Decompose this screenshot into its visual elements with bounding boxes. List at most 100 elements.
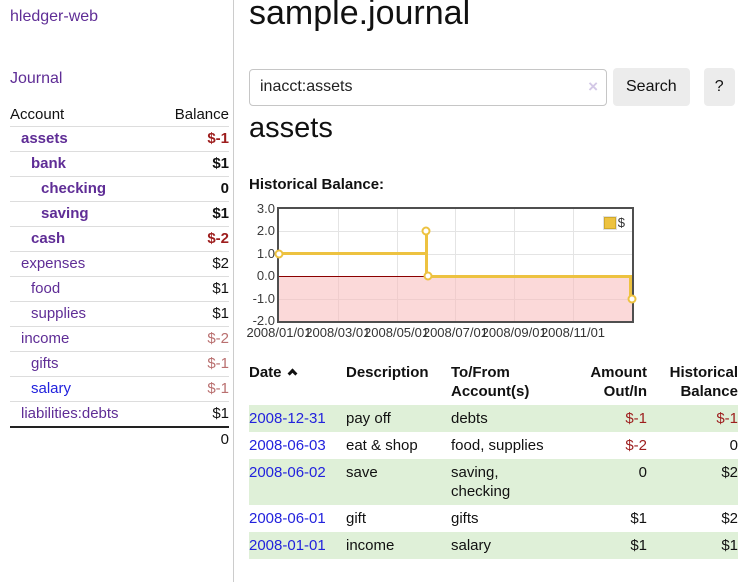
- sidebar: hledger-web Journal Account Balance asse…: [0, 0, 234, 582]
- accounts-table-header: Account Balance: [10, 102, 229, 127]
- account-link-expenses[interactable]: expenses: [21, 255, 86, 272]
- account-row: assets $-1: [10, 126, 229, 152]
- register-row: 2008-06-02 save saving, checking 0 $2: [249, 459, 738, 505]
- account-row: supplies $1: [10, 301, 229, 327]
- accounts-total-row: 0: [10, 426, 229, 452]
- account-link-checking[interactable]: checking: [41, 180, 107, 197]
- account-row: liabilities:debts $1: [10, 401, 229, 428]
- page-title: sample.journal: [249, 0, 471, 32]
- account-row: saving $1: [10, 201, 229, 227]
- series-line: [629, 274, 632, 301]
- chart-legend: $: [601, 214, 627, 231]
- series-legend-label: $: [617, 215, 625, 230]
- account-row: salary $-1: [10, 376, 229, 402]
- y-axis-tick: -2.0: [252, 313, 275, 328]
- account-link-assets[interactable]: assets: [21, 130, 68, 147]
- transaction-date-link[interactable]: 2008-06-03: [249, 437, 326, 454]
- transaction-accounts: salary: [451, 537, 492, 554]
- account-link-bank[interactable]: bank: [31, 155, 67, 172]
- app-brand-link[interactable]: hledger-web: [10, 8, 99, 25]
- transaction-balance: $2: [721, 464, 738, 481]
- account-balance: 0: [220, 180, 229, 197]
- series-line: [424, 229, 428, 278]
- y-axis-tick: 1.0: [256, 245, 275, 261]
- transaction-balance: $1: [721, 537, 738, 554]
- account-balance: $2: [212, 255, 229, 272]
- transaction-date-link[interactable]: 2008-12-31: [249, 410, 326, 427]
- account-balance: $-1: [207, 130, 229, 147]
- accounts-total-value: 0: [156, 426, 229, 452]
- y-axis-tick: 0.0: [256, 268, 275, 284]
- transaction-accounts: saving, checking: [451, 464, 511, 500]
- transaction-amount: 0: [638, 464, 647, 481]
- transaction-accounts: debts: [451, 410, 488, 427]
- account-balance: $1: [212, 205, 229, 222]
- main-content: sample.journal × Search ? assets Histori…: [246, 0, 742, 582]
- register-header-row: Date Description To/From Account(s) Amou…: [249, 360, 738, 405]
- account-balance: $1: [212, 305, 229, 322]
- account-balance: $1: [212, 405, 229, 422]
- clear-search-icon[interactable]: ×: [588, 76, 598, 96]
- data-point-marker: [423, 271, 432, 281]
- balance-column-header: Balance: [174, 106, 229, 123]
- negative-region: [279, 276, 632, 321]
- data-point-marker: [421, 226, 431, 236]
- account-row: expenses $2: [10, 251, 229, 277]
- date-column-header[interactable]: Date: [249, 360, 346, 405]
- transaction-date-link[interactable]: 2008-01-01: [249, 537, 326, 554]
- transaction-description: eat & shop: [346, 437, 418, 454]
- register-row: 2008-06-01 gift gifts $1 $2: [249, 505, 738, 532]
- search-input[interactable]: [249, 68, 607, 106]
- register-row: 2008-12-31 pay off debts $-1 $-1: [249, 405, 738, 432]
- transaction-date-link[interactable]: 2008-06-01: [249, 510, 326, 527]
- account-link-salary[interactable]: salary: [31, 380, 72, 397]
- transaction-description: income: [346, 537, 395, 554]
- transaction-balance: 0: [729, 437, 738, 454]
- accounts-table: Account Balance assets $-1 bank $1 check…: [10, 102, 229, 452]
- description-column-header: Description: [346, 364, 429, 381]
- transaction-date-link[interactable]: 2008-06-02: [249, 464, 326, 481]
- account-row: food $1: [10, 276, 229, 302]
- transaction-description: save: [346, 464, 378, 481]
- account-link-food[interactable]: food: [31, 280, 61, 297]
- sort-asc-icon: [287, 368, 297, 379]
- y-axis-tick: 3.0: [256, 201, 275, 216]
- x-axis-tick: 2008/05/01: [364, 325, 430, 340]
- transaction-amount: $1: [630, 510, 647, 527]
- account-balance: $-1: [207, 355, 229, 372]
- account-balance: $1: [212, 155, 229, 172]
- series-line: [279, 252, 428, 256]
- search-button[interactable]: Search: [613, 68, 690, 106]
- transaction-amount: $-1: [625, 410, 647, 427]
- account-link-supplies[interactable]: supplies: [31, 305, 87, 322]
- series-line: [426, 274, 632, 278]
- transaction-balance: $-1: [716, 410, 738, 427]
- transaction-balance: $2: [721, 510, 738, 527]
- accounts-column-header: To/From Account(s): [451, 364, 530, 400]
- plot-area: $: [274, 207, 637, 323]
- account-balance: $-1: [207, 380, 229, 397]
- help-button[interactable]: ?: [703, 68, 735, 106]
- data-point-marker: [627, 294, 637, 304]
- account-heading: assets: [249, 112, 333, 144]
- transaction-amount: $-2: [625, 437, 647, 454]
- account-row: cash $-2: [10, 226, 229, 252]
- account-link-income[interactable]: income: [21, 330, 70, 347]
- transaction-amount: $1: [630, 537, 647, 554]
- account-row: checking 0: [10, 176, 229, 202]
- account-link-liabilities-debts[interactable]: liabilities:debts: [21, 405, 119, 422]
- account-link-cash[interactable]: cash: [31, 230, 66, 247]
- account-link-saving[interactable]: saving: [41, 205, 89, 222]
- balance-column-header: Historical Balance: [669, 364, 738, 400]
- x-axis-tick: 2008/11/01: [540, 325, 606, 340]
- account-link-gifts[interactable]: gifts: [31, 355, 59, 372]
- account-balance: $-2: [207, 330, 229, 347]
- y-axis-tick: -1.0: [252, 290, 275, 306]
- x-axis-tick: 2008/01/01: [246, 325, 312, 340]
- x-axis-tick: 2008/09/01: [481, 325, 547, 340]
- account-row: gifts $-1: [10, 351, 229, 377]
- account-column-header: Account: [10, 106, 65, 123]
- x-axis-tick: 2008/07/01: [422, 325, 488, 340]
- sidebar-item-journal[interactable]: Journal: [10, 70, 63, 87]
- transaction-accounts: gifts: [451, 510, 479, 527]
